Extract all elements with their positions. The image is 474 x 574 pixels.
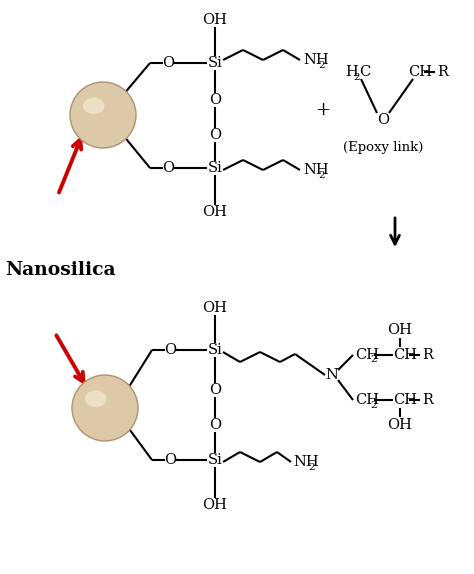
Text: NH: NH bbox=[303, 53, 328, 67]
Text: O: O bbox=[162, 161, 174, 175]
Text: (Epoxy link): (Epoxy link) bbox=[343, 142, 423, 154]
Text: O: O bbox=[164, 343, 176, 357]
Text: CH: CH bbox=[393, 393, 417, 407]
Text: Si: Si bbox=[208, 56, 222, 70]
Text: NH: NH bbox=[303, 163, 328, 177]
Text: OH: OH bbox=[202, 301, 228, 315]
Text: O: O bbox=[209, 418, 221, 432]
Text: CH: CH bbox=[408, 65, 432, 79]
Text: CH: CH bbox=[355, 348, 379, 362]
Text: 2: 2 bbox=[308, 463, 315, 471]
Text: R: R bbox=[422, 393, 433, 407]
Ellipse shape bbox=[85, 390, 107, 407]
Text: OH: OH bbox=[388, 418, 412, 432]
Text: 2: 2 bbox=[370, 401, 377, 409]
Text: O: O bbox=[209, 93, 221, 107]
Text: 2: 2 bbox=[318, 60, 325, 69]
Text: OH: OH bbox=[202, 498, 228, 512]
Text: NH: NH bbox=[293, 455, 319, 469]
Ellipse shape bbox=[72, 375, 138, 441]
Text: CH: CH bbox=[355, 393, 379, 407]
Text: CH: CH bbox=[393, 348, 417, 362]
Text: 2: 2 bbox=[370, 355, 377, 364]
Text: Nanosilica: Nanosilica bbox=[5, 261, 116, 279]
Text: OH: OH bbox=[388, 323, 412, 337]
Text: C: C bbox=[359, 65, 370, 79]
Text: O: O bbox=[164, 453, 176, 467]
Text: OH: OH bbox=[202, 13, 228, 27]
Text: OH: OH bbox=[202, 205, 228, 219]
Text: O: O bbox=[209, 383, 221, 397]
Text: Si: Si bbox=[208, 343, 222, 357]
Text: O: O bbox=[162, 56, 174, 70]
Ellipse shape bbox=[83, 98, 104, 114]
Text: +: + bbox=[316, 101, 330, 119]
Text: R: R bbox=[437, 65, 448, 79]
Text: 2: 2 bbox=[318, 170, 325, 180]
Ellipse shape bbox=[70, 82, 136, 148]
Text: R: R bbox=[422, 348, 433, 362]
Text: Si: Si bbox=[208, 453, 222, 467]
Text: 2: 2 bbox=[353, 72, 360, 82]
Text: H: H bbox=[345, 65, 358, 79]
Text: O: O bbox=[209, 128, 221, 142]
Text: O: O bbox=[377, 113, 389, 127]
Text: Si: Si bbox=[208, 161, 222, 175]
Text: N: N bbox=[326, 368, 338, 382]
